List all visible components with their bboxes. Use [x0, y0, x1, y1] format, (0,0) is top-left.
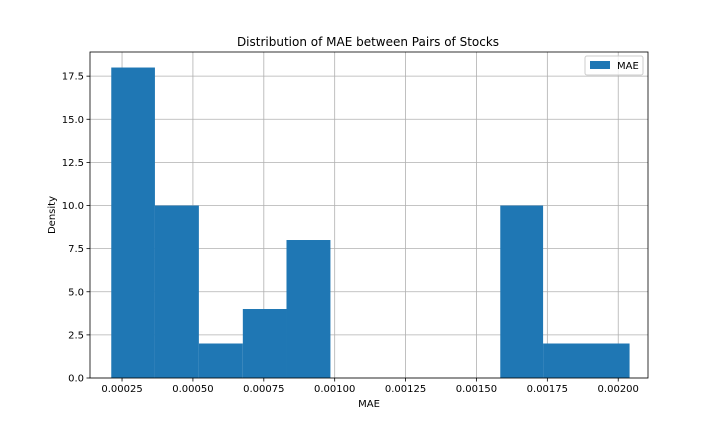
x-tick-label: 0.00175	[527, 384, 568, 395]
x-axis-ticks: 0.00025 0.00050 0.00075 0.00100 0.00125 0.001…	[101, 378, 639, 395]
legend-swatch-mae	[590, 61, 610, 69]
y-axis-ticks: 0.0 2.5 5.0 7.5 10.0 12.5 15.0 17.5	[62, 72, 90, 385]
legend-box	[584, 55, 644, 76]
histogram-bar	[543, 343, 630, 378]
y-axis-label: Density	[47, 196, 58, 234]
x-tick-label: 0.00125	[385, 384, 426, 395]
legend-label-mae: MAE	[617, 61, 639, 72]
x-tick-label: 0.00050	[172, 384, 213, 395]
y-tick-label: 7.5	[68, 244, 84, 255]
y-tick-label: 12.5	[62, 158, 84, 169]
histogram-bar	[242, 309, 287, 378]
legend: MAE	[584, 55, 644, 76]
histogram-bar	[111, 67, 155, 379]
x-tick-label: 0.00200	[598, 384, 639, 395]
histogram-bar	[154, 205, 199, 378]
x-tick-label: 0.00100	[314, 384, 355, 395]
axes-frame	[89, 51, 649, 379]
histogram-bar	[198, 343, 243, 378]
histogram-bars	[111, 67, 630, 379]
y-tick-label: 15.0	[62, 115, 84, 126]
y-tick-label: 10.0	[62, 201, 84, 212]
y-tick-label: 5.0	[68, 287, 84, 298]
x-tick-label: 0.00025	[101, 384, 142, 395]
chart-title: Distribution of MAE between Pairs of Sto…	[237, 35, 499, 49]
y-tick-label: 17.5	[62, 72, 84, 83]
histogram-bar	[500, 205, 544, 378]
x-tick-label: 0.00150	[456, 384, 497, 395]
x-axis-label: MAE	[358, 399, 380, 410]
x-tick-label: 0.00075	[243, 384, 284, 395]
axes-spines	[89, 51, 649, 379]
histogram-bar	[286, 240, 331, 378]
y-tick-label: 2.5	[68, 330, 84, 341]
y-tick-label: 0.0	[68, 374, 84, 385]
